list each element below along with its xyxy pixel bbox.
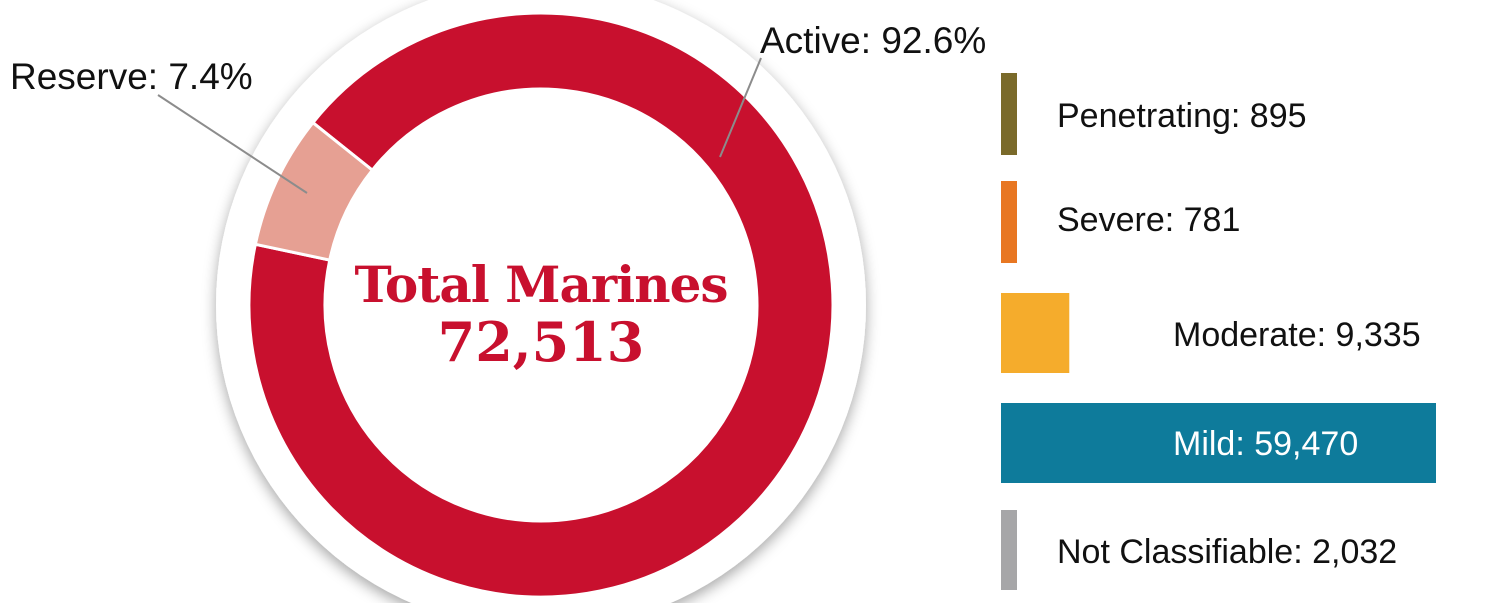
bar-label-severe: Severe: 781 [1057,201,1241,239]
bar-moderate [1001,293,1070,373]
bar-severe [1001,181,1017,263]
bar-penetrating [1001,73,1017,155]
bar-label-moderate: Moderate: 9,335 [1173,316,1421,354]
bar-mild [1001,403,1436,483]
donut-center-value: 72,513 [437,310,645,374]
bar-label-mild: Mild: 59,470 [1173,425,1359,463]
donut-center-title: Total Marines [354,255,728,314]
active-leader-line [719,57,762,158]
bar-label-penetrating: Penetrating: 895 [1057,97,1307,135]
donut-slice-active [247,11,835,599]
donut-slice-reserve [253,120,375,262]
reserve-slice-label: Reserve: 7.4% [10,56,253,97]
bar-not-classifiable [1001,510,1017,590]
bar-label-not-classifiable: Not Classifiable: 2,032 [1057,533,1398,571]
reserve-leader-line [157,94,308,194]
active-slice-label: Active: 92.6% [760,20,987,61]
